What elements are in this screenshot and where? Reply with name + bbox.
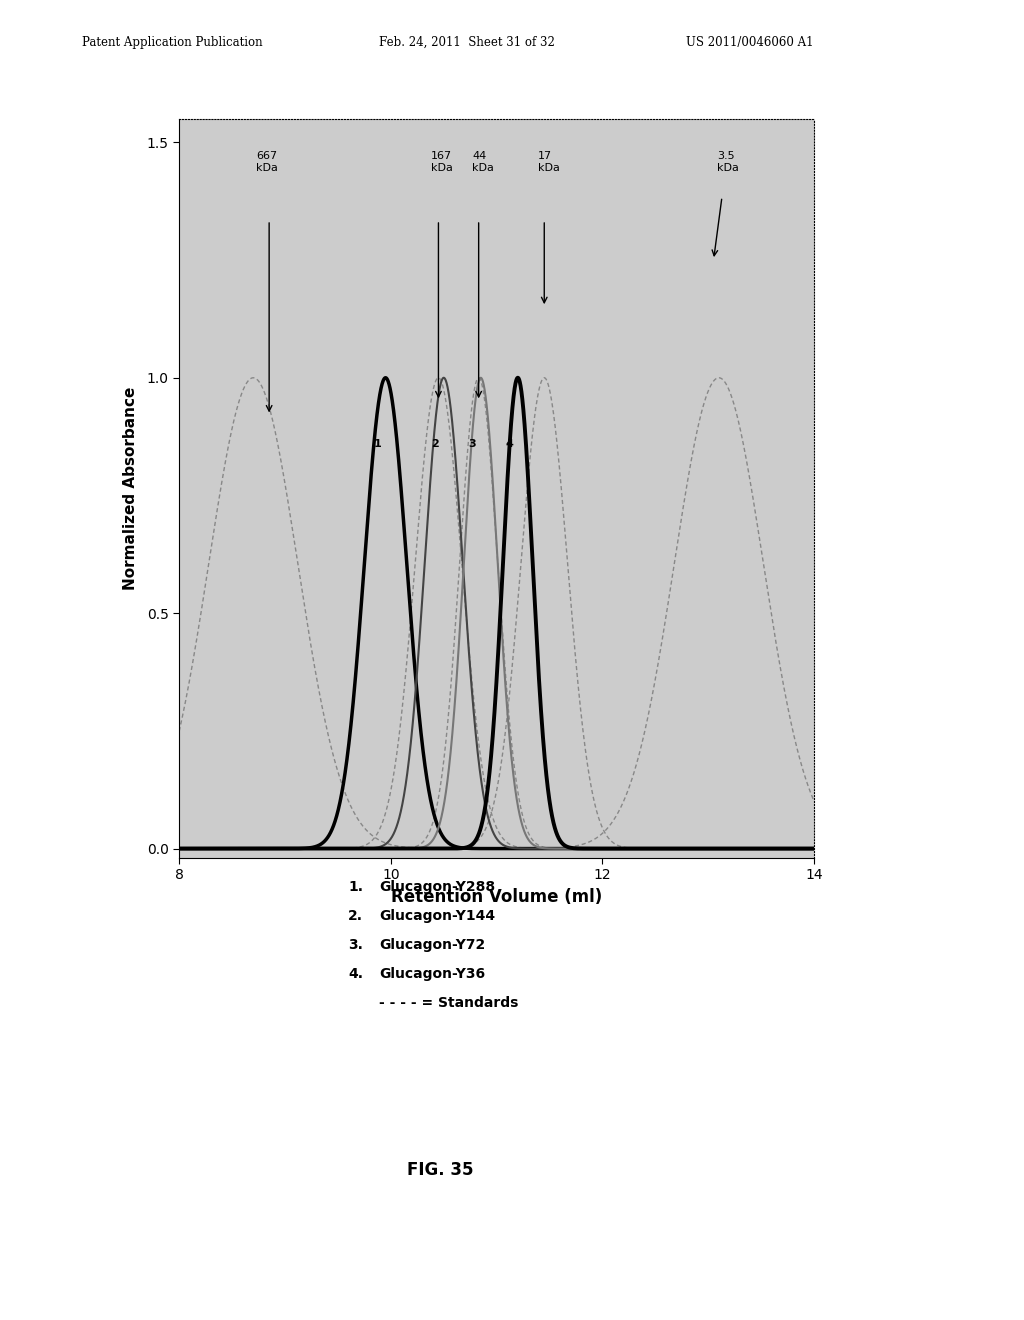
Text: 3.5
kDa: 3.5 kDa	[717, 152, 738, 173]
Text: 3.: 3.	[348, 939, 364, 952]
Text: Glucagon-Y36: Glucagon-Y36	[379, 968, 485, 981]
Y-axis label: Normalized Absorbance: Normalized Absorbance	[124, 387, 138, 590]
Text: Patent Application Publication: Patent Application Publication	[82, 36, 262, 49]
Text: 3: 3	[469, 440, 476, 449]
Text: 4: 4	[506, 440, 513, 449]
Text: 2.: 2.	[348, 909, 364, 923]
Text: 667
kDa: 667 kDa	[256, 152, 279, 173]
Text: US 2011/0046060 A1: US 2011/0046060 A1	[686, 36, 814, 49]
X-axis label: Retention Volume (ml): Retention Volume (ml)	[391, 888, 602, 906]
Text: 1.: 1.	[348, 880, 364, 894]
Text: 4.: 4.	[348, 968, 364, 981]
Text: 1: 1	[373, 440, 381, 449]
Text: 2: 2	[431, 440, 439, 449]
Text: Glucagon-Y144: Glucagon-Y144	[379, 909, 495, 923]
Text: Glucagon-Y72: Glucagon-Y72	[379, 939, 485, 952]
Text: 17
kDa: 17 kDa	[538, 152, 560, 173]
Text: FIG. 35: FIG. 35	[408, 1160, 473, 1179]
Text: Feb. 24, 2011  Sheet 31 of 32: Feb. 24, 2011 Sheet 31 of 32	[379, 36, 555, 49]
Text: 167
kDa: 167 kDa	[431, 152, 453, 173]
Text: 44
kDa: 44 kDa	[472, 152, 495, 173]
Text: - - - - = Standards: - - - - = Standards	[379, 997, 518, 1010]
Text: Glucagon-Y288: Glucagon-Y288	[379, 880, 495, 894]
